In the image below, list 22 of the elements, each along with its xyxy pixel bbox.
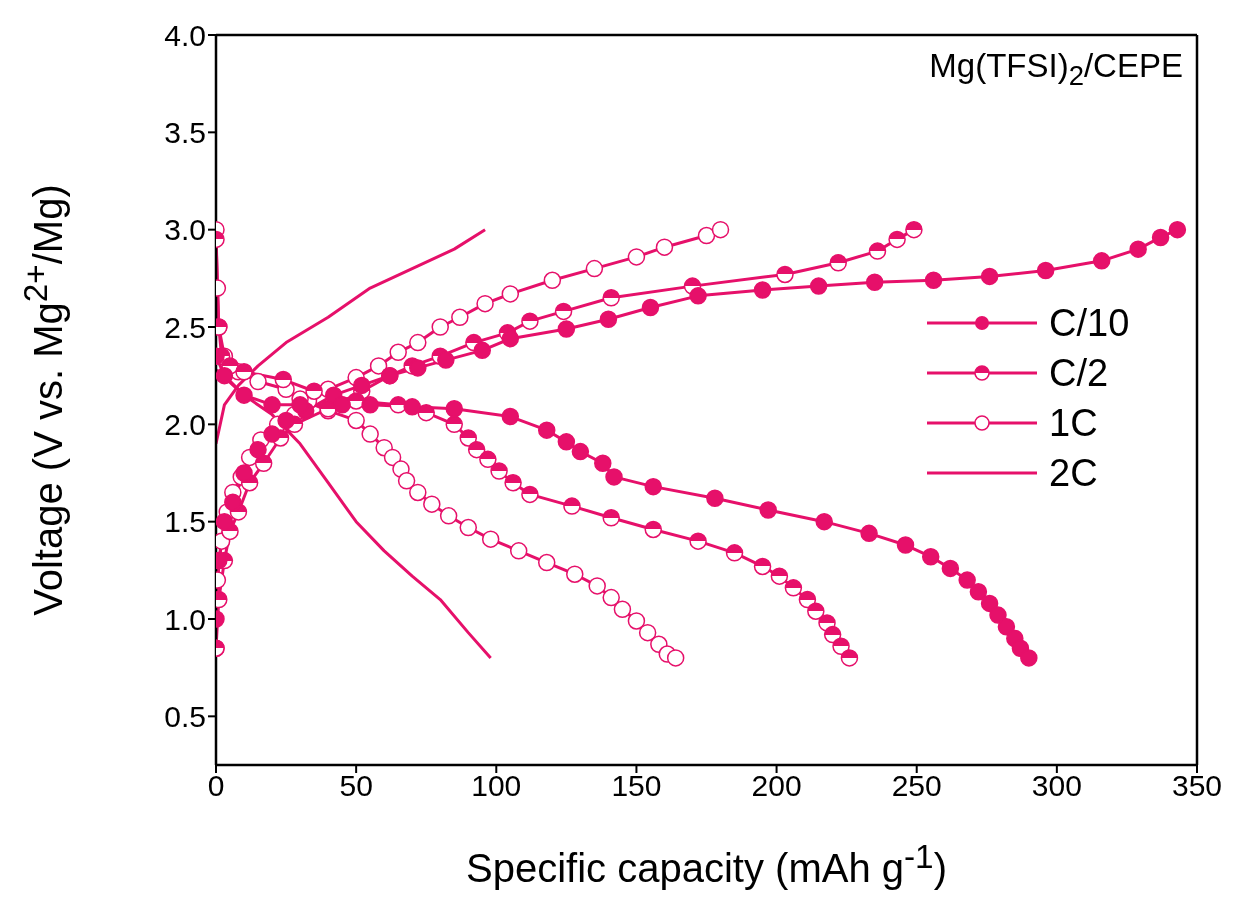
y-tick-label: 4.0 [164, 18, 206, 52]
x-tick-label: 150 [611, 769, 662, 803]
y-tick-label: 0.5 [164, 699, 206, 733]
x-tick-label: 50 [339, 769, 373, 803]
x-tick-label: 100 [471, 769, 522, 803]
x-axis-title: Specific capacity (mAh g$^{-1}$) [465, 838, 948, 892]
annotation: Mg(TFSI)$_{2}$/CEPE [929, 47, 1183, 92]
x-tick-label: 350 [1171, 769, 1223, 803]
y-tick-label: 2.0 [164, 407, 206, 441]
x-tick-label: 300 [1031, 769, 1082, 803]
legend-label: 1C [1049, 401, 1098, 445]
legend-label: 2C [1049, 451, 1098, 495]
legend-label: C/2 [1049, 351, 1109, 395]
y-tick-label: 1.5 [164, 505, 206, 539]
x-tick-label: 0 [207, 769, 225, 803]
x-tick-label: 200 [751, 769, 802, 803]
y-tick-label: 2.5 [164, 310, 206, 344]
x-tick-label: 250 [891, 769, 942, 803]
y-tick-label: 1.0 [164, 602, 206, 636]
legend-label: C/10 [1049, 301, 1130, 345]
y-tick-label: 3.0 [164, 213, 206, 247]
y-tick-label: 3.5 [164, 115, 206, 149]
